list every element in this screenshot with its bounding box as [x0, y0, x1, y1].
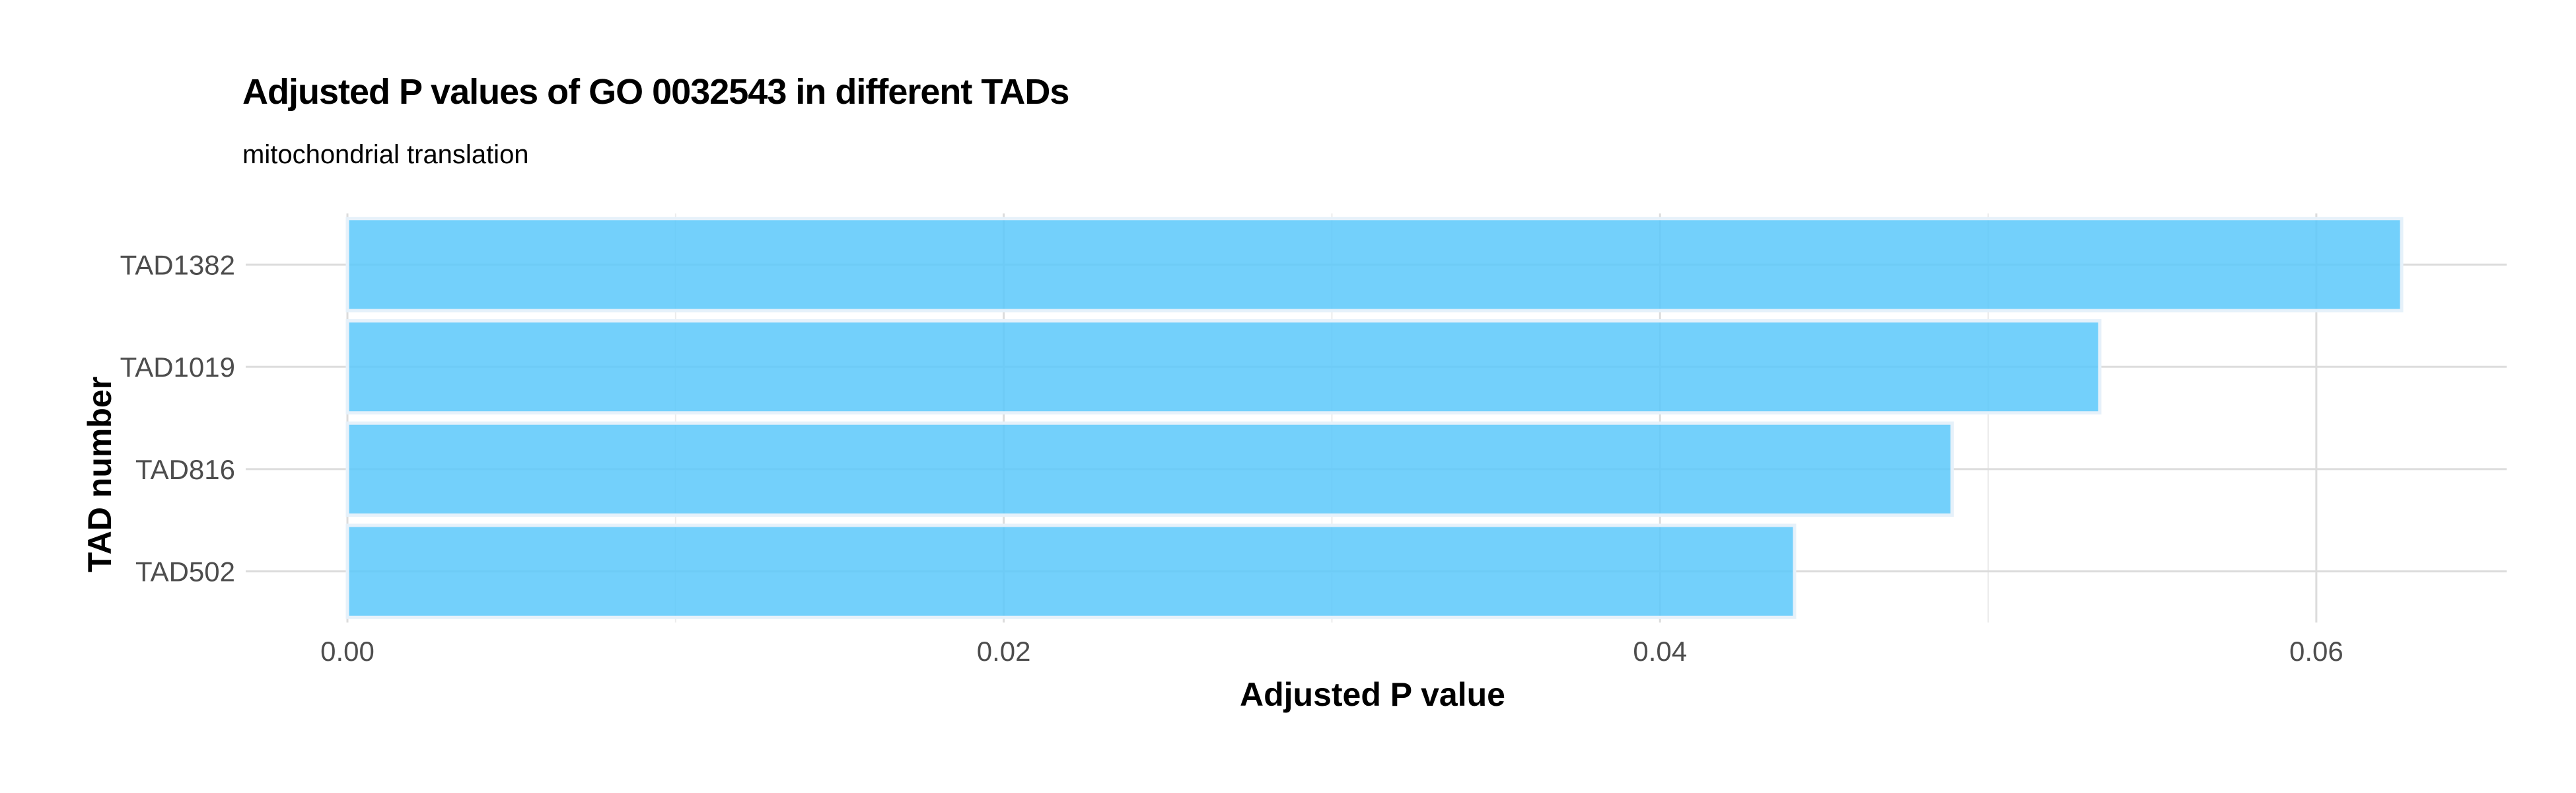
x-tick-label: 0.06 [2289, 636, 2343, 667]
y-tick-label: TAD816 [135, 454, 235, 485]
x-tick-label: 0.00 [320, 636, 375, 667]
y-tick-label: TAD1019 [120, 352, 235, 383]
bar-tad1382 [345, 217, 2404, 313]
x-tick-label: 0.02 [977, 636, 1031, 667]
chart-title: Adjusted P values of GO 0032543 in diffe… [242, 72, 1069, 112]
x-tick-labels: 0.00 0.02 0.04 0.06 [320, 636, 2343, 667]
bar-tad816 [345, 421, 1954, 517]
x-tick-label: 0.04 [1633, 636, 1687, 667]
y-tick-labels: TAD1382 TAD1019 TAD816 TAD502 [120, 249, 235, 587]
y-tick-label: TAD502 [135, 556, 235, 587]
x-axis-title: Adjusted P value [1240, 676, 1505, 713]
chart-subtitle: mitochondrial translation [242, 140, 529, 169]
y-axis-title: TAD number [81, 377, 118, 572]
bar-tad1019 [345, 319, 2102, 415]
bars [345, 217, 2404, 619]
y-tick-label: TAD1382 [120, 249, 235, 280]
bar-tad502 [345, 523, 1797, 619]
